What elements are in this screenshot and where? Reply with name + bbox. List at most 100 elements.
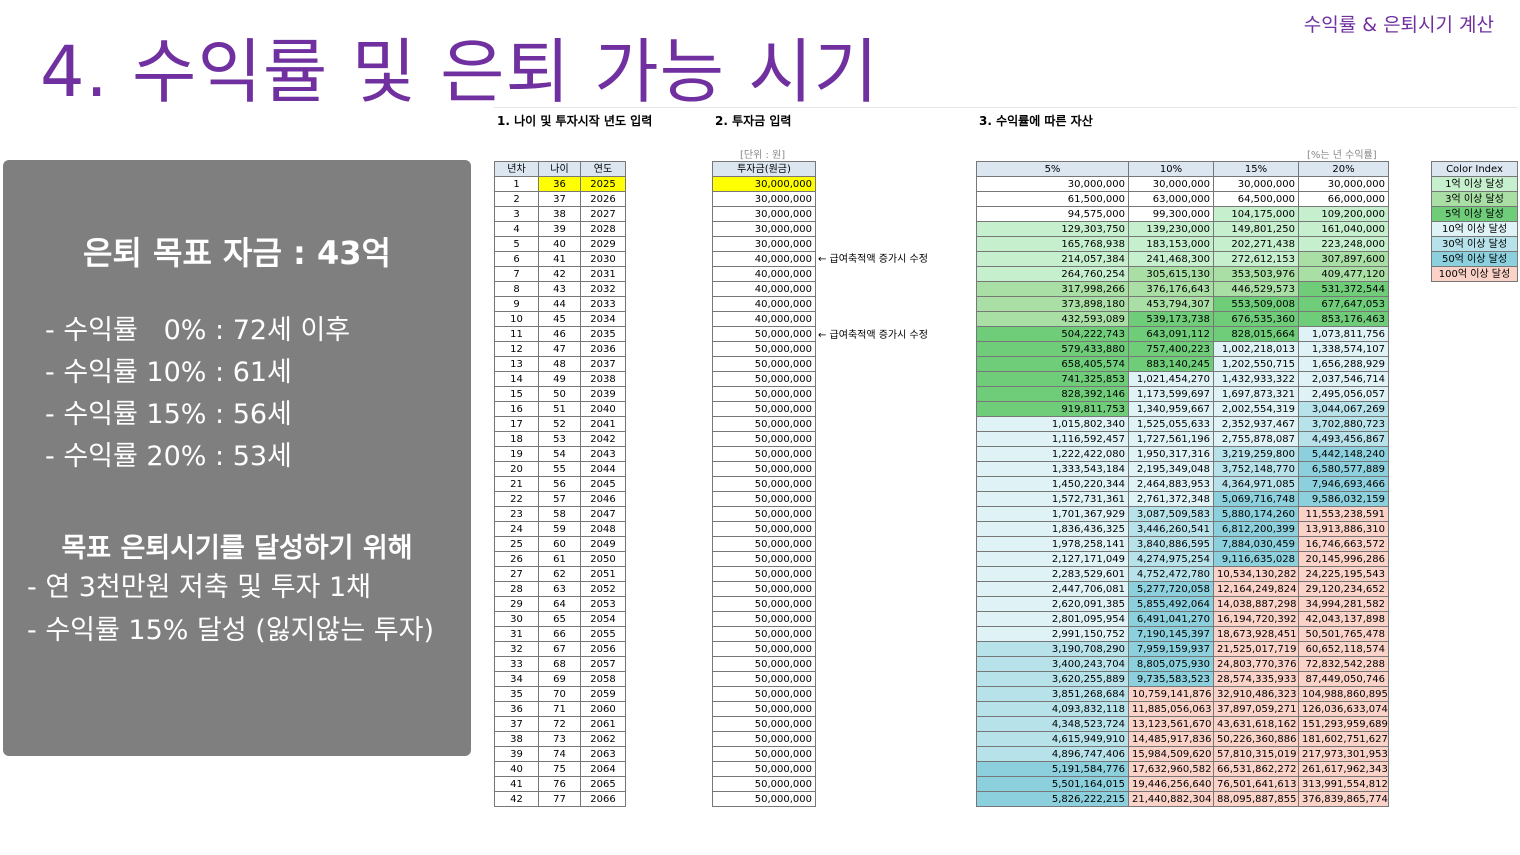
principal-cell: 50,000,000 [712,551,816,567]
year-cell: 2060 [580,701,626,717]
principal-cell: 50,000,000 [712,581,816,597]
return-10-cell: 6,491,041,270 [1128,611,1214,627]
age-cell: 52 [538,416,581,432]
return-15-cell: 553,509,008 [1213,296,1299,312]
principal-cell: 50,000,000 [712,686,816,702]
sheet-top-border [494,107,1518,108]
return-20-cell: 30,000,000 [1298,176,1389,192]
return-20-cell: 161,040,000 [1298,221,1389,237]
return-10-cell: 7,959,159,937 [1128,641,1214,657]
return-10-cell: 241,468,300 [1128,251,1214,267]
return-15-cell: 2,002,554,319 [1213,401,1299,417]
header-year-index: 년차 [494,161,539,177]
year-index-cell: 9 [494,296,539,312]
return-20-cell: 853,176,463 [1298,311,1389,327]
return-20-cell: 217,973,301,953 [1298,746,1389,762]
return-10-cell: 19,446,256,640 [1128,776,1214,792]
return-5-cell: 504,222,743 [976,326,1129,342]
color-index-item: 3억 이상 달성 [1431,191,1518,207]
return-20-cell: 376,839,865,774 [1298,791,1389,807]
year-index-cell: 28 [494,581,539,597]
return-15-cell: 104,175,000 [1213,206,1299,222]
return-5-cell: 3,400,243,704 [976,656,1129,672]
return-15-cell: 43,631,618,162 [1213,716,1299,732]
return-20-cell: 29,120,234,652 [1298,581,1389,597]
goal-item: - 연 3천만원 저축 및 투자 1채 [27,572,371,603]
age-cell: 66 [538,626,581,642]
return-10-cell: 5,855,492,064 [1128,596,1214,612]
table-row: 50,000,000 [712,611,816,627]
age-cell: 60 [538,536,581,552]
year-index-cell: 20 [494,461,539,477]
age-cell: 42 [538,266,581,282]
table-row: 30,000,000 30,000,000 30,000,000 30,000,000 [976,176,1389,192]
principal-cell: 50,000,000 [712,791,816,807]
age-cell: 58 [538,506,581,522]
return-20-cell: 307,897,600 [1298,251,1389,267]
table-row: 50,000,000 [712,446,816,462]
return-10-cell: 4,752,472,780 [1128,566,1214,582]
year-cell: 2050 [580,551,626,567]
table-row: 3,400,243,704 8,805,075,930 24,803,770,376… [976,656,1389,672]
rate-item: - 수익률 0% : 72세 이후 [45,315,351,346]
table-row: 2,801,095,954 6,491,041,270 16,194,720,392… [976,611,1389,627]
return-20-cell: 261,617,962,343 [1298,761,1389,777]
return-5-cell: 264,760,254 [976,266,1129,282]
return-10-cell: 643,091,112 [1128,326,1214,342]
table-row: 1,116,592,457 1,727,561,196 2,755,878,087 4… [976,431,1389,447]
principal-cell: 50,000,000 [712,401,816,417]
return-10-cell: 14,485,917,836 [1128,731,1214,747]
table-row: 4,348,523,724 13,123,561,670 43,631,618,16… [976,716,1389,732]
year-index-cell: 27 [494,566,539,582]
table-row: 30,000,000 [712,191,816,207]
table-row: 13 48 2037 [494,356,626,372]
header-age: 나이 [538,161,581,177]
table-row: 50,000,000 [712,431,816,447]
corner-label: 수익률 & 은퇴시기 계산 [1303,14,1494,36]
return-10-cell: 8,805,075,930 [1128,656,1214,672]
table-row: 42 77 2066 [494,791,626,807]
return-10-cell: 11,885,056,063 [1128,701,1214,717]
principal-cell: 50,000,000 [712,626,816,642]
principal-cell: 30,000,000 [712,191,816,207]
year-index-cell: 29 [494,596,539,612]
table-row: 50,000,000 [712,521,816,537]
year-cell: 2027 [580,206,626,222]
table-row: 33 68 2057 [494,656,626,672]
year-index-cell: 36 [494,701,539,717]
color-index-item: 50억 이상 달성 [1431,251,1518,267]
table-row: 50,000,000 [712,566,816,582]
table-row: 50,000,000 [712,791,816,807]
return-20-cell: 24,225,195,543 [1298,566,1389,582]
principal-cell: 50,000,000 [712,431,816,447]
return-10-cell: 757,400,223 [1128,341,1214,357]
year-index-cell: 23 [494,506,539,522]
return-15-cell: 32,910,486,323 [1213,686,1299,702]
table-row: 94,575,000 99,300,000 104,175,000 109,200,0… [976,206,1389,222]
return-15-cell: 7,884,030,459 [1213,536,1299,552]
table-row: 12 47 2036 [494,341,626,357]
return-10-cell: 1,525,055,633 [1128,416,1214,432]
return-10-cell: 1,173,599,697 [1128,386,1214,402]
return-5-cell: 432,593,089 [976,311,1129,327]
return-5-cell: 1,836,436,325 [976,521,1129,537]
principal-cell: 50,000,000 [712,326,816,342]
table-row: 2,447,706,081 5,277,720,058 12,164,249,824… [976,581,1389,597]
table-row: 50,000,000 [712,386,816,402]
return-20-cell: 7,946,693,466 [1298,476,1389,492]
year-cell: 2066 [580,791,626,807]
principal-cell: 50,000,000 [712,356,816,372]
color-index-header: Color Index [1431,161,1518,177]
return-10-cell: 3,446,260,541 [1128,521,1214,537]
return-15-cell: 76,501,641,613 [1213,776,1299,792]
return-10-cell: 4,274,975,254 [1128,551,1214,567]
year-index-cell: 14 [494,371,539,387]
table-row: 40,000,000 [712,296,816,312]
return-15-cell: 1,202,550,715 [1213,356,1299,372]
return-5-cell: 4,348,523,724 [976,716,1129,732]
table-row: 11 46 2035 [494,326,626,342]
table-row: 5,191,584,776 17,632,960,582 66,531,862,27… [976,761,1389,777]
return-5-cell: 1,701,367,929 [976,506,1129,522]
year-cell: 2052 [580,581,626,597]
header-principal: 투자금(원금) [712,161,816,177]
